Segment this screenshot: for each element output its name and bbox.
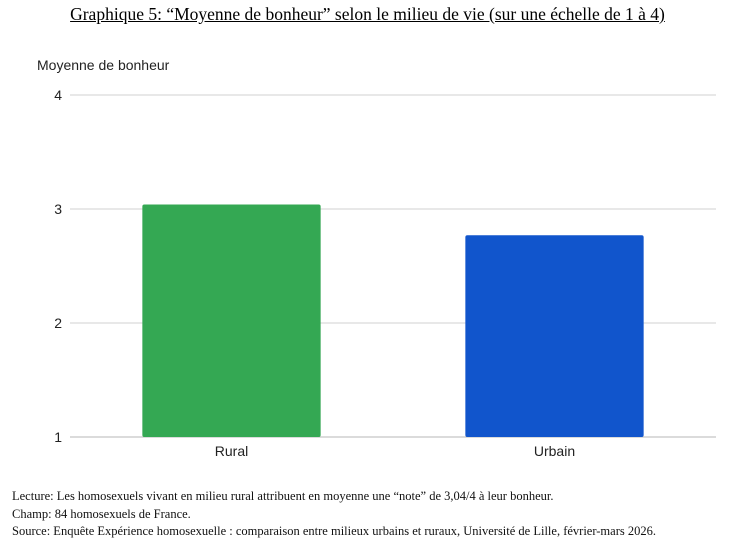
y-tick-label-3: 3: [54, 201, 62, 217]
x-tick-label-urbain: Urbain: [534, 443, 575, 459]
bar-rural: [142, 204, 321, 437]
x-tick-labels: Rural Urbain: [215, 443, 575, 459]
bar-chart: Moyenne de bonheur 1 2 3 4 Rural Urbain: [37, 57, 716, 459]
bar-urbain: [465, 235, 644, 437]
chart-title: Graphique 5: “Moyenne de bonheur” selon …: [70, 4, 665, 24]
y-tick-label-1: 1: [54, 429, 62, 445]
bars: [142, 204, 644, 437]
y-tick-label-4: 4: [54, 87, 62, 103]
y-tick-label-2: 2: [54, 315, 62, 331]
note-lecture: Lecture: Les homosexuels vivant en milie…: [12, 489, 554, 503]
note-source: Source: Enquête Expérience homosexuelle …: [12, 524, 656, 538]
x-tick-label-rural: Rural: [215, 443, 248, 459]
note-champ: Champ: 84 homosexuels de France.: [12, 506, 191, 521]
y-tick-labels: 1 2 3 4: [54, 87, 62, 445]
y-axis-label: Moyenne de bonheur: [37, 57, 170, 73]
chart-notes: Lecture: Les homosexuels vivant en milie…: [12, 488, 656, 541]
